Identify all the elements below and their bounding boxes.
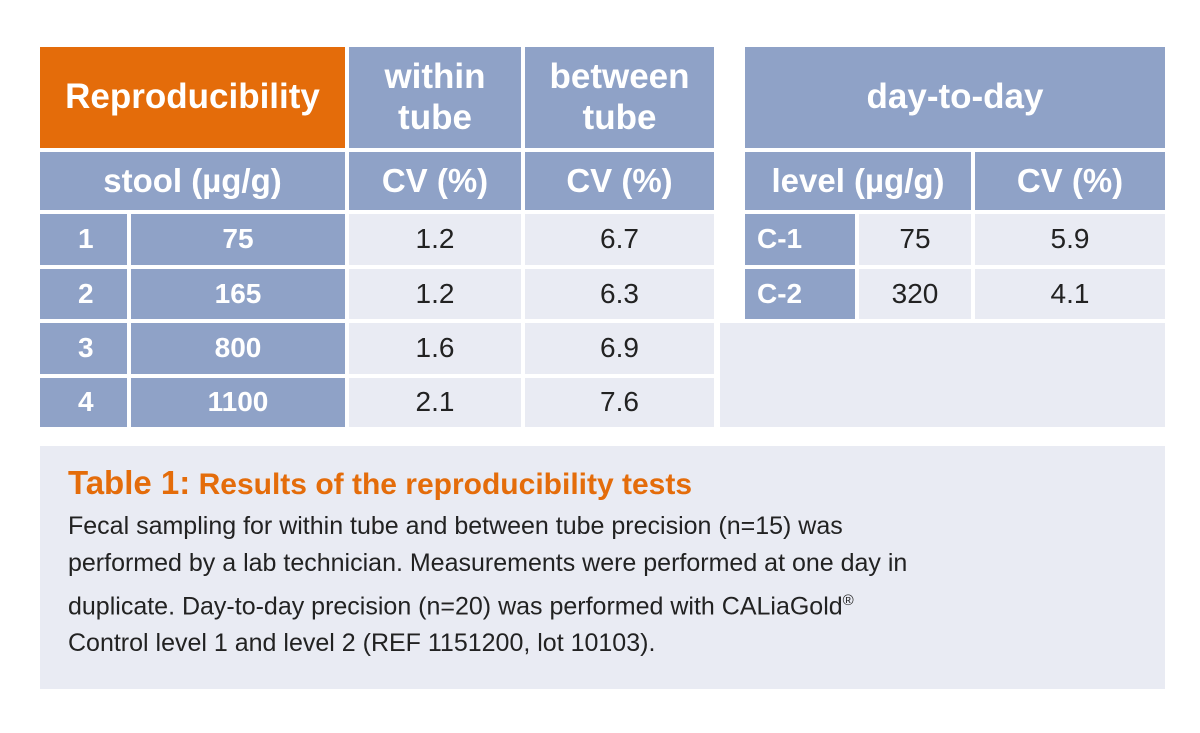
sample-between-cv-3: 6.9 — [525, 323, 714, 374]
level-header: level (µg/g) — [745, 152, 971, 210]
empty-control-area — [720, 323, 1165, 427]
cv-day-header: CV (%) — [975, 152, 1165, 210]
sample-id-3: 3 — [40, 323, 127, 374]
caption-table-label: Table 1: — [68, 464, 191, 501]
stool-header: stool (µg/g) — [40, 152, 345, 210]
between-tube-header: between tube — [525, 47, 714, 148]
sample-within-cv-2: 1.2 — [349, 269, 521, 319]
day-to-day-header: day-to-day — [745, 47, 1165, 148]
caption-body: Fecal sampling for within tube and betwe… — [68, 508, 1137, 662]
between-tube-header-line1: between — [549, 57, 690, 97]
caption-title-text: Results of the reproducibility tests — [198, 468, 693, 501]
caption-line-1: Fecal sampling for within tube and betwe… — [68, 511, 843, 540]
sample-stool-2: 165 — [131, 269, 345, 319]
sample-within-cv-1: 1.2 — [349, 214, 521, 265]
caption-line-3: duplicate. Day-to-day precision (n=20) w… — [68, 582, 1137, 625]
sample-within-cv-3: 1.6 — [349, 323, 521, 374]
within-tube-header-line2: tube — [398, 97, 472, 137]
sample-between-cv-4: 7.6 — [525, 378, 714, 427]
registered-mark: ® — [842, 591, 854, 609]
control-level-2: 320 — [859, 269, 971, 319]
control-level-1: 75 — [859, 214, 971, 265]
between-tube-header-line2: tube — [582, 97, 657, 137]
within-tube-header-line1: within — [384, 57, 486, 97]
sample-stool-4: 1100 — [131, 378, 345, 427]
caption-title: Table 1: Results of the reproducibility … — [68, 462, 1137, 504]
control-cv-2: 4.1 — [975, 269, 1165, 319]
sample-within-cv-4: 2.1 — [349, 378, 521, 427]
caption-line-4: Control level 1 and level 2 (REF 1151200… — [68, 628, 656, 657]
sample-id-4: 4 — [40, 378, 127, 427]
sample-id-2: 2 — [40, 269, 127, 319]
sample-stool-1: 75 — [131, 214, 345, 265]
cv-within-header: CV (%) — [349, 152, 521, 210]
sample-id-1: 1 — [40, 214, 127, 265]
table-caption: Table 1: Results of the reproducibility … — [40, 446, 1165, 689]
reproducibility-header: Reproducibility — [40, 47, 345, 148]
control-name-1: C-1 — [745, 214, 855, 265]
caption-line-3-text: duplicate. Day-to-day precision (n=20) w… — [68, 591, 843, 620]
sample-between-cv-1: 6.7 — [525, 214, 714, 265]
control-name-2: C-2 — [745, 269, 855, 319]
sample-between-cv-2: 6.3 — [525, 269, 714, 319]
control-cv-1: 5.9 — [975, 214, 1165, 265]
within-tube-header: within tube — [349, 47, 521, 148]
cv-between-header: CV (%) — [525, 152, 714, 210]
sample-stool-3: 800 — [131, 323, 345, 374]
caption-line-2: performed by a lab technician. Measureme… — [68, 548, 908, 577]
